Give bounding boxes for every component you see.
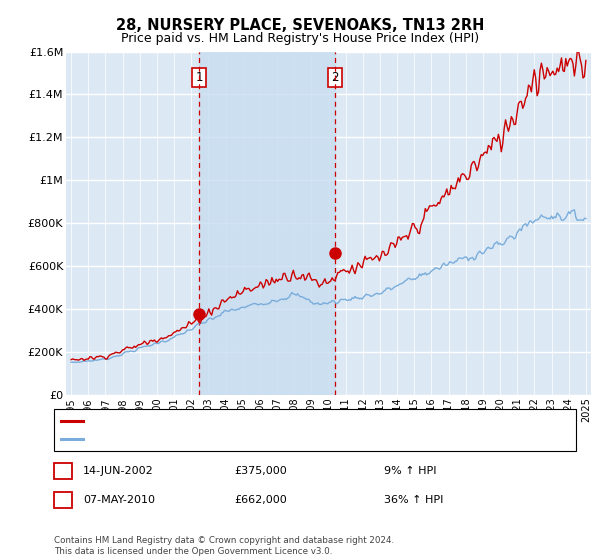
Text: 1: 1 bbox=[195, 71, 203, 84]
Text: 2: 2 bbox=[331, 71, 338, 84]
Text: 36% ↑ HPI: 36% ↑ HPI bbox=[384, 495, 443, 505]
Bar bbox=[199, 52, 335, 395]
Text: £375,000: £375,000 bbox=[234, 466, 287, 476]
Text: Price paid vs. HM Land Registry's House Price Index (HPI): Price paid vs. HM Land Registry's House … bbox=[121, 32, 479, 45]
Text: 1: 1 bbox=[59, 464, 67, 478]
Text: 2: 2 bbox=[59, 493, 67, 507]
Text: 14-JUN-2002: 14-JUN-2002 bbox=[83, 466, 154, 476]
Text: 28, NURSERY PLACE, SEVENOAKS, TN13 2RH: 28, NURSERY PLACE, SEVENOAKS, TN13 2RH bbox=[116, 18, 484, 33]
Text: 28, NURSERY PLACE, SEVENOAKS, TN13 2RH (detached house): 28, NURSERY PLACE, SEVENOAKS, TN13 2RH (… bbox=[87, 416, 401, 426]
Text: 9% ↑ HPI: 9% ↑ HPI bbox=[384, 466, 437, 476]
Text: £662,000: £662,000 bbox=[234, 495, 287, 505]
Text: HPI: Average price, detached house, Sevenoaks: HPI: Average price, detached house, Seve… bbox=[87, 434, 325, 444]
Text: 07-MAY-2010: 07-MAY-2010 bbox=[83, 495, 155, 505]
Text: Contains HM Land Registry data © Crown copyright and database right 2024.
This d: Contains HM Land Registry data © Crown c… bbox=[54, 536, 394, 556]
